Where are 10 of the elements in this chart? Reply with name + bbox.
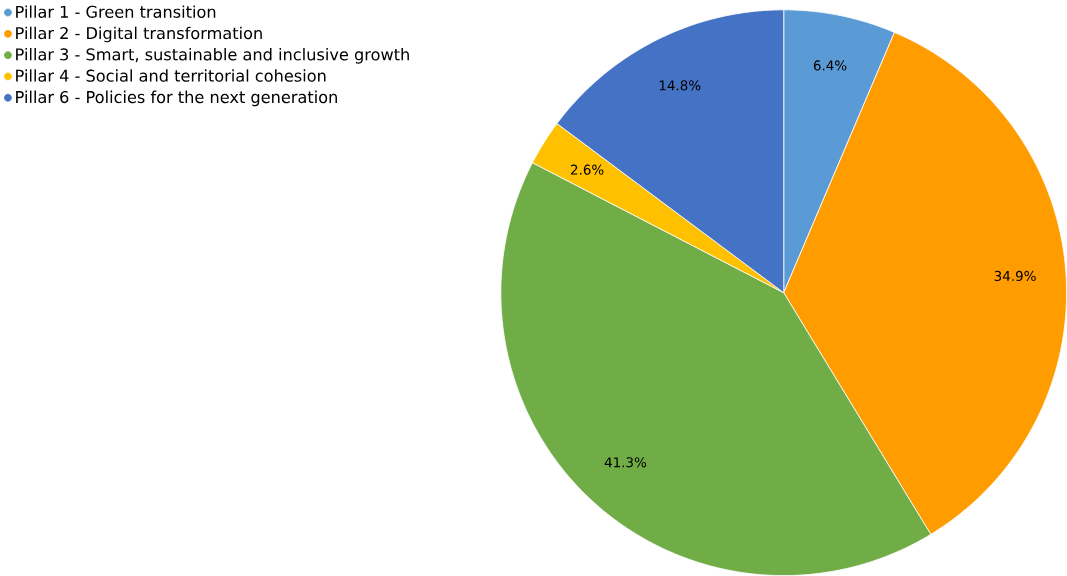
data-label: 6.4% [813, 60, 847, 71]
legend-label: Pillar 3 - Smart, sustainable and inclusive growth [16, 48, 409, 64]
data-label: 2.6% [570, 164, 604, 175]
data-label: 41.3% [604, 457, 647, 468]
legend-label: Pillar 6 - Policies for the next generation [16, 90, 337, 107]
legend-label: Pillar 4 - Social and territorial cohesion [16, 69, 326, 82]
legend-label: Pillar 1 - Green transition [16, 5, 216, 18]
legend-label: Pillar 2 - Digital transformation [16, 26, 262, 43]
data-label: 14.8% [659, 80, 701, 91]
data-label: 34.9% [994, 270, 1036, 282]
